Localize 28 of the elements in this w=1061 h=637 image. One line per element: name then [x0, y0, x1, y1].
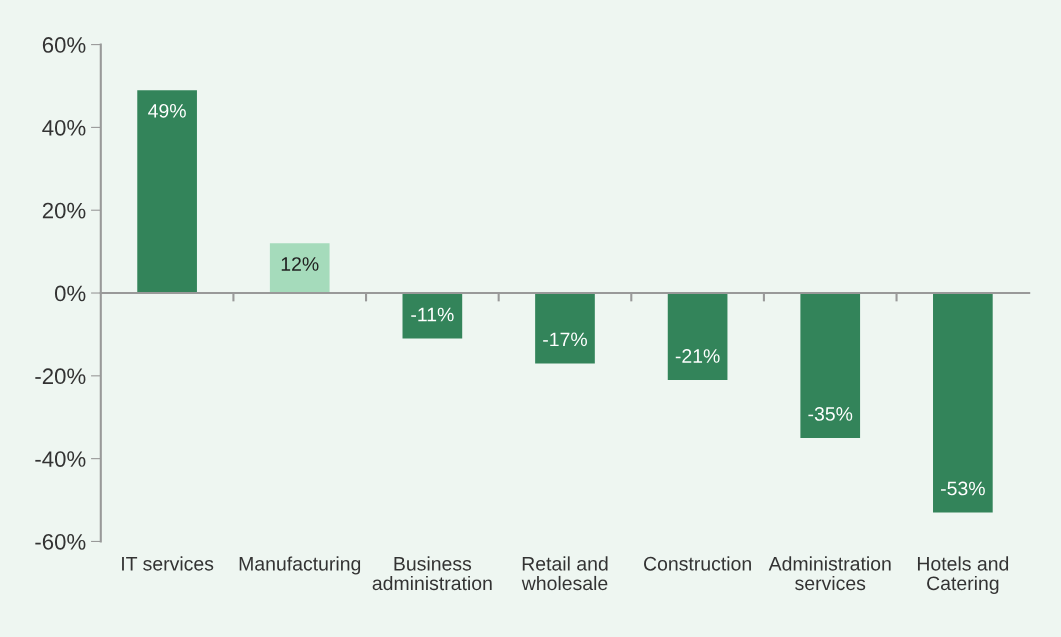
bar: [269, 243, 330, 294]
data-label: -35%: [808, 407, 853, 421]
y-tick-label: 20%: [42, 202, 86, 219]
x-tick-label: Business administration: [372, 556, 492, 591]
x-tick-label: Administration services: [768, 556, 891, 591]
x-tick-label: Manufacturing: [239, 556, 361, 575]
y-tick-label: -60%: [35, 533, 86, 550]
data-label: -17%: [543, 332, 587, 347]
data-label: 49%: [148, 103, 186, 118]
bar: [667, 293, 728, 380]
data-label: -11%: [411, 307, 454, 322]
x-tick-label: IT services: [122, 556, 214, 571]
data-label: -21%: [675, 349, 720, 363]
x-tick-label: Construction: [644, 556, 751, 571]
bar: [137, 90, 197, 294]
y-tick-label: 60%: [42, 37, 86, 53]
x-tick-label: Retail and wholesale: [521, 556, 608, 591]
y-tick-label: -20%: [35, 368, 86, 385]
bar: [933, 293, 993, 513]
data-label: -53%: [941, 481, 985, 496]
bar: [402, 293, 463, 339]
y-tick-label: 0%: [54, 285, 86, 302]
data-label: 12%: [281, 257, 319, 271]
bar: [800, 293, 861, 438]
y-tick-label: -40%: [35, 451, 86, 467]
bar: [535, 293, 595, 364]
x-tick-label: Hotels and Catering: [917, 556, 1009, 595]
y-tick-label: 40%: [42, 119, 86, 136]
